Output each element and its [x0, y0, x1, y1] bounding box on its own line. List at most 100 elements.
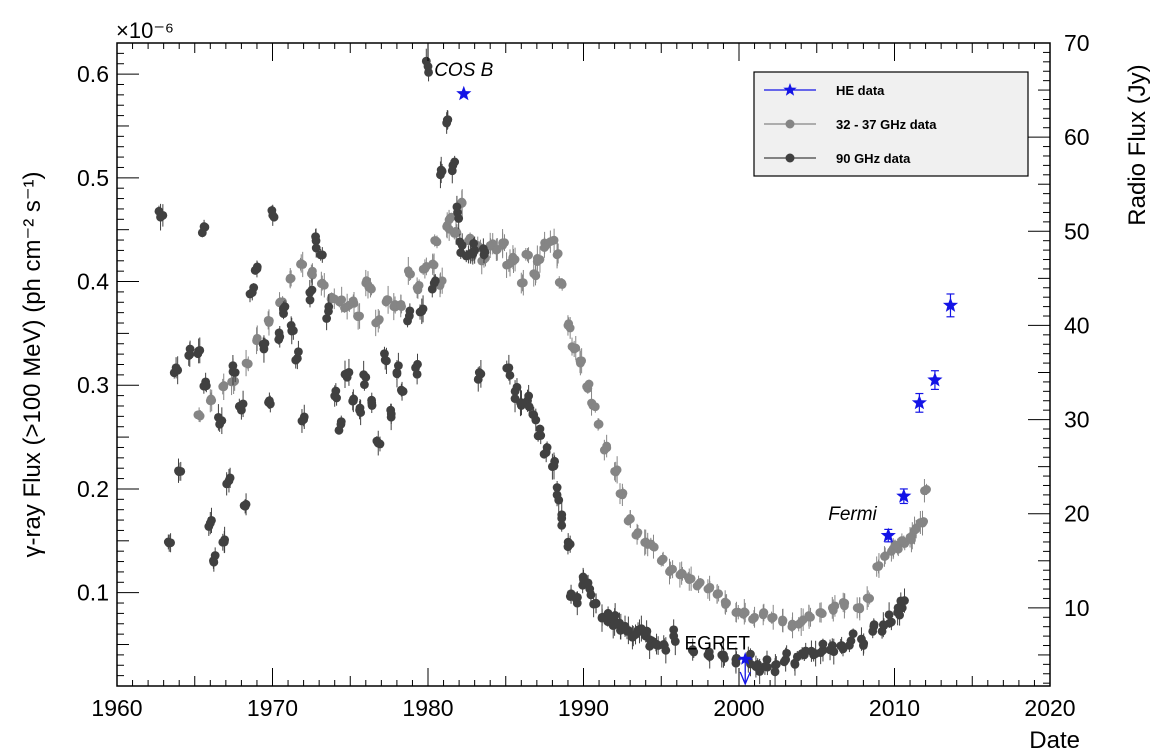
data-point [371, 309, 381, 337]
data-marker [307, 285, 317, 295]
data-point [353, 311, 362, 321]
data-point [274, 328, 284, 338]
star-marker [880, 527, 896, 543]
data-marker [552, 483, 562, 492]
data-point [249, 283, 259, 293]
data-point [396, 383, 406, 397]
data-point [631, 530, 641, 540]
data-point [508, 245, 518, 270]
data-point [688, 638, 698, 661]
data-point [516, 389, 525, 417]
data-point [405, 303, 415, 319]
data-point [896, 592, 906, 610]
data-point [267, 205, 277, 216]
data-point [705, 581, 715, 594]
data-marker [455, 237, 465, 247]
data-marker [610, 611, 620, 620]
data-point [840, 593, 849, 619]
data-point [364, 282, 374, 292]
data-marker [469, 238, 479, 248]
data-marker [392, 369, 402, 379]
data-marker [174, 466, 183, 476]
data-point [243, 358, 253, 370]
data-marker [240, 501, 250, 511]
data-point [692, 581, 702, 591]
data-point [778, 609, 787, 631]
data-marker [194, 346, 204, 356]
data-marker [804, 611, 814, 620]
data-marker [219, 382, 229, 392]
data-marker [790, 658, 800, 668]
annotation-egret: EGRET [685, 634, 751, 655]
he-data-point [911, 392, 927, 413]
data-point [437, 267, 447, 294]
data-marker [505, 370, 515, 380]
legend-entry-32-37ghz: 32 - 37 GHz data [764, 117, 937, 132]
data-point [367, 395, 377, 405]
data-marker [554, 495, 564, 505]
data-marker [348, 396, 358, 406]
data-marker [444, 215, 454, 225]
data-point [732, 651, 741, 666]
data-marker [911, 524, 921, 534]
data-marker [746, 649, 755, 659]
data-point [855, 597, 864, 618]
he-data-point [942, 293, 959, 318]
data-marker [267, 206, 277, 215]
data-point [360, 378, 369, 391]
data-marker [521, 249, 531, 259]
data-marker [539, 449, 549, 459]
data-marker [356, 408, 366, 417]
data-point [356, 400, 366, 426]
data-point [583, 574, 593, 591]
data-point [154, 205, 164, 217]
data-marker [829, 647, 839, 657]
data-marker [565, 323, 575, 333]
data-marker [884, 610, 894, 620]
data-marker [770, 667, 780, 677]
y-tick-label: 0.1 [77, 580, 109, 606]
data-point [649, 542, 659, 552]
data-marker [430, 276, 440, 286]
data-point [790, 655, 800, 672]
data-point [623, 516, 633, 526]
data-marker [838, 644, 848, 654]
legend-label-32-37ghz: 32 - 37 GHz data [836, 117, 937, 132]
data-marker [631, 530, 641, 540]
y-axis-label-right: Radio Flux (Jy) [1124, 64, 1151, 225]
data-point [498, 229, 507, 257]
data-point [862, 586, 872, 610]
data-marker [319, 280, 329, 290]
data-marker [531, 271, 541, 281]
data-point [584, 379, 594, 389]
data-marker [279, 309, 288, 319]
data-point [340, 303, 349, 313]
data-point [787, 617, 797, 631]
data-point [884, 602, 894, 628]
data-point [206, 392, 216, 406]
data-marker [468, 249, 478, 259]
star-marker [911, 394, 927, 410]
data-point [890, 539, 900, 550]
data-marker [396, 301, 406, 311]
data-marker [816, 608, 826, 617]
data-marker [285, 273, 295, 283]
data-point [418, 295, 428, 323]
y-right-tick-label: 40 [1064, 312, 1090, 338]
data-point [452, 224, 462, 242]
data-marker [583, 578, 593, 588]
data-point [602, 434, 612, 458]
data-marker [589, 599, 599, 609]
data-marker [763, 662, 772, 672]
data-marker [705, 582, 715, 592]
data-point [552, 480, 562, 495]
annotation-fermi: Fermi [828, 504, 877, 525]
data-marker [340, 303, 349, 313]
data-marker [922, 485, 931, 494]
data-point [567, 337, 577, 356]
he-upper-limit [738, 652, 753, 686]
data-point [577, 348, 587, 374]
data-marker [359, 370, 369, 380]
data-point [620, 615, 630, 637]
data-point [549, 452, 559, 480]
